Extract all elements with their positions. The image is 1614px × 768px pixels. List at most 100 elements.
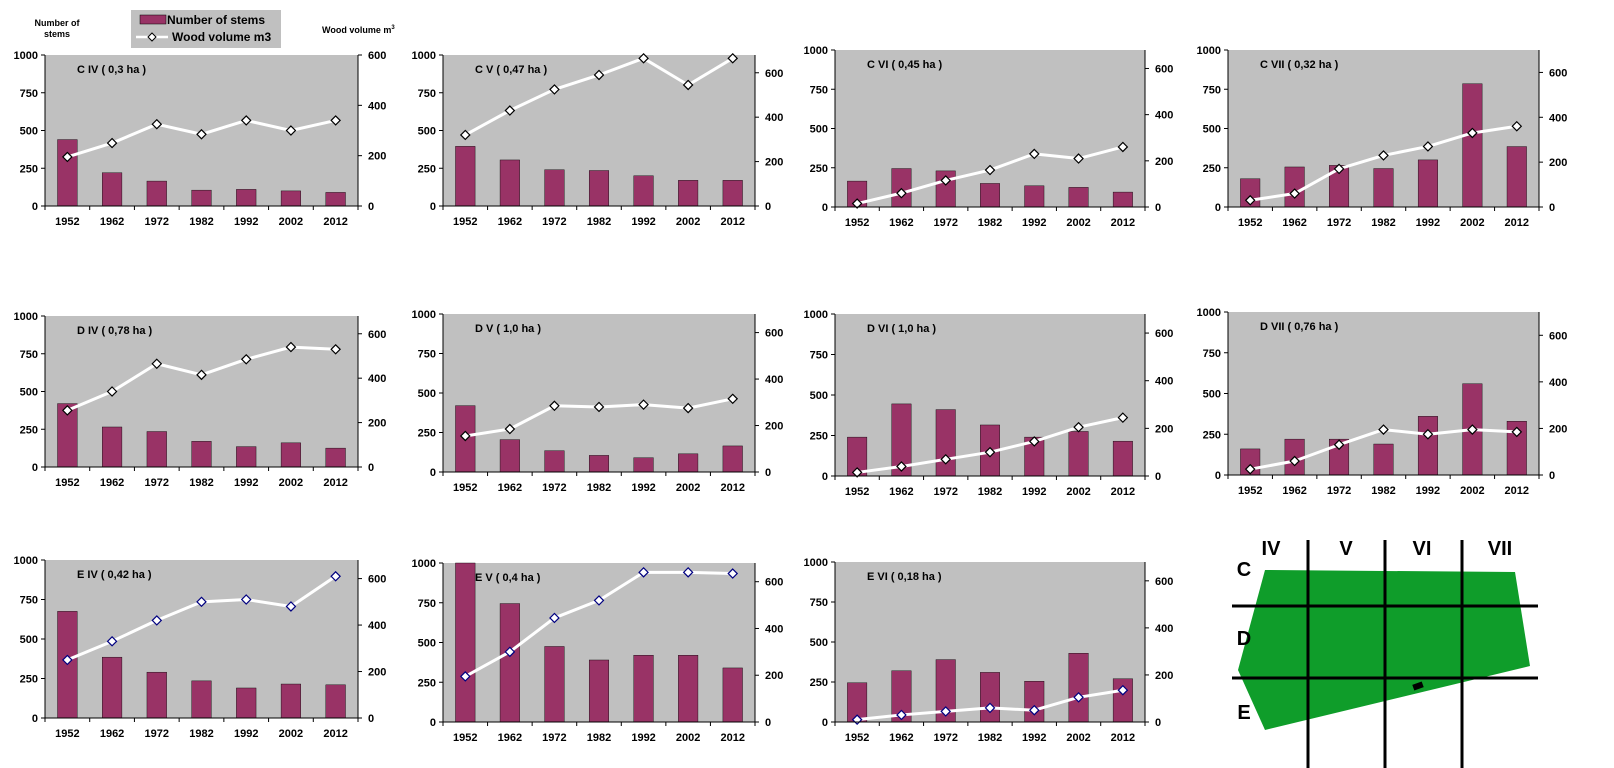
x-tick-label: 1992 [234,216,258,228]
chart-title: E VI ( 0,18 ha ) [867,571,942,583]
y-tick-label: 1000 [804,557,828,569]
y2-tick-label: 400 [1155,623,1173,635]
point-wood-volume [896,709,907,721]
y-tick-label: 750 [810,84,828,96]
point-wood-volume [896,187,907,199]
bar-number-of-stems [236,189,257,207]
point-wood-volume [330,570,341,582]
chart-title: E V ( 0,4 ha ) [475,572,541,584]
bar-number-of-stems [57,139,78,207]
x-tick-label: 2012 [323,477,347,489]
plot-marker [1412,681,1424,691]
bar-number-of-stems [455,146,476,207]
point-wood-volume [1028,436,1040,447]
y2-tick-label: 600 [1549,67,1567,79]
x-tick-label: 1982 [189,477,213,489]
bar-number-of-stems [891,168,912,208]
x-tick-label: 1952 [1238,485,1262,497]
y-tick-label: 500 [810,637,828,649]
x-tick-label: 1962 [498,732,522,744]
bar-number-of-stems [102,426,123,468]
point-wood-volume [1028,148,1040,160]
point-wood-volume [1511,120,1523,132]
chart-title: E IV ( 0,42 ha ) [77,569,152,581]
point-wood-volume [106,635,118,647]
y-tick-label: 500 [418,126,436,138]
point-wood-volume [1073,421,1084,433]
bar-number-of-stems [1068,653,1089,723]
y-tick-label: 500 [20,387,38,399]
point-wood-volume [1289,455,1300,467]
y-tick-label: 750 [1203,84,1221,96]
point-wood-volume [593,69,605,81]
y2-tick-label: 0 [1155,471,1161,483]
point-wood-volume [1073,153,1084,164]
point-wood-volume [1333,163,1345,175]
y-tick-label: 1000 [1197,307,1221,319]
x-tick-label: 1992 [631,216,655,228]
bar-number-of-stems [544,450,565,473]
point-wood-volume [727,568,739,579]
x-tick-label: 1992 [1022,732,1046,744]
point-wood-volume [1378,424,1389,435]
bar-number-of-stems [678,180,699,207]
point-wood-volume [62,405,73,416]
y2-tick-label: 0 [1549,202,1555,214]
point-wood-volume [504,105,516,116]
x-tick-label: 2012 [1505,217,1529,229]
y-tick-label: 750 [20,595,38,607]
y2-tick-label: 0 [368,201,374,213]
x-tick-label: 2012 [720,482,744,494]
y2-tick-label: 200 [1549,423,1567,435]
point-wood-volume [62,654,73,666]
y2-tick-label: 400 [765,112,783,124]
y2-tick-label: 600 [765,68,783,80]
bar-number-of-stems [236,687,257,719]
y-tick-label: 1000 [14,50,38,62]
point-wood-volume [682,567,694,578]
point-wood-volume [459,129,471,141]
bar-number-of-stems [102,656,123,719]
y2-tick-label: 400 [1549,112,1567,124]
x-tick-label: 2012 [1505,485,1529,497]
x-tick-label: 2002 [676,482,700,494]
bar-number-of-stems [1506,146,1527,208]
x-tick-label: 1982 [587,732,611,744]
bar-number-of-stems [499,439,520,473]
map-row-label-c: C [1237,559,1251,581]
bar-number-of-stems [280,190,301,207]
bar-number-of-stems [544,169,565,207]
bar-number-of-stems [633,175,654,207]
legend-marker-swatch [147,32,157,42]
bar-number-of-stems [191,189,212,207]
chart-title: C VII ( 0,32 ha ) [1260,59,1339,71]
bar-number-of-stems [722,180,743,207]
x-tick-label: 1952 [845,486,869,498]
x-tick-label: 1952 [1238,217,1262,229]
y-tick-label: 0 [430,717,436,729]
left-axis-label-line2: stems [44,29,70,39]
legend: Number of stems Wood volume m3 [131,10,281,48]
left-axis-label-line1: Number of [35,18,81,28]
location-map: IV V VI VII C D E [1232,538,1538,768]
y2-tick-label: 0 [1155,717,1161,729]
y2-tick-label: 400 [765,623,783,635]
y2-tick-label: 0 [765,717,771,729]
point-wood-volume [638,399,649,410]
x-tick-label: 1992 [631,732,655,744]
point-wood-volume [1467,127,1478,139]
bar-number-of-stems [678,453,699,473]
y2-tick-label: 200 [1155,670,1173,682]
x-tick-label: 1982 [587,482,611,494]
y-tick-label: 0 [1215,470,1221,482]
x-tick-label: 1962 [1282,485,1306,497]
x-tick-label: 1992 [631,482,655,494]
bar-number-of-stems [325,447,346,468]
x-tick-label: 1982 [1371,217,1395,229]
chart-panel: 0 250 500 750 1000 0 200 400 600 1952 1962 1972 1982… [804,45,1174,229]
bar-number-of-stems [1417,159,1438,208]
x-tick-label: 1992 [234,728,258,740]
x-tick-label: 2002 [676,732,700,744]
y-tick-label: 1000 [804,45,828,57]
y-tick-label: 500 [1203,389,1221,401]
